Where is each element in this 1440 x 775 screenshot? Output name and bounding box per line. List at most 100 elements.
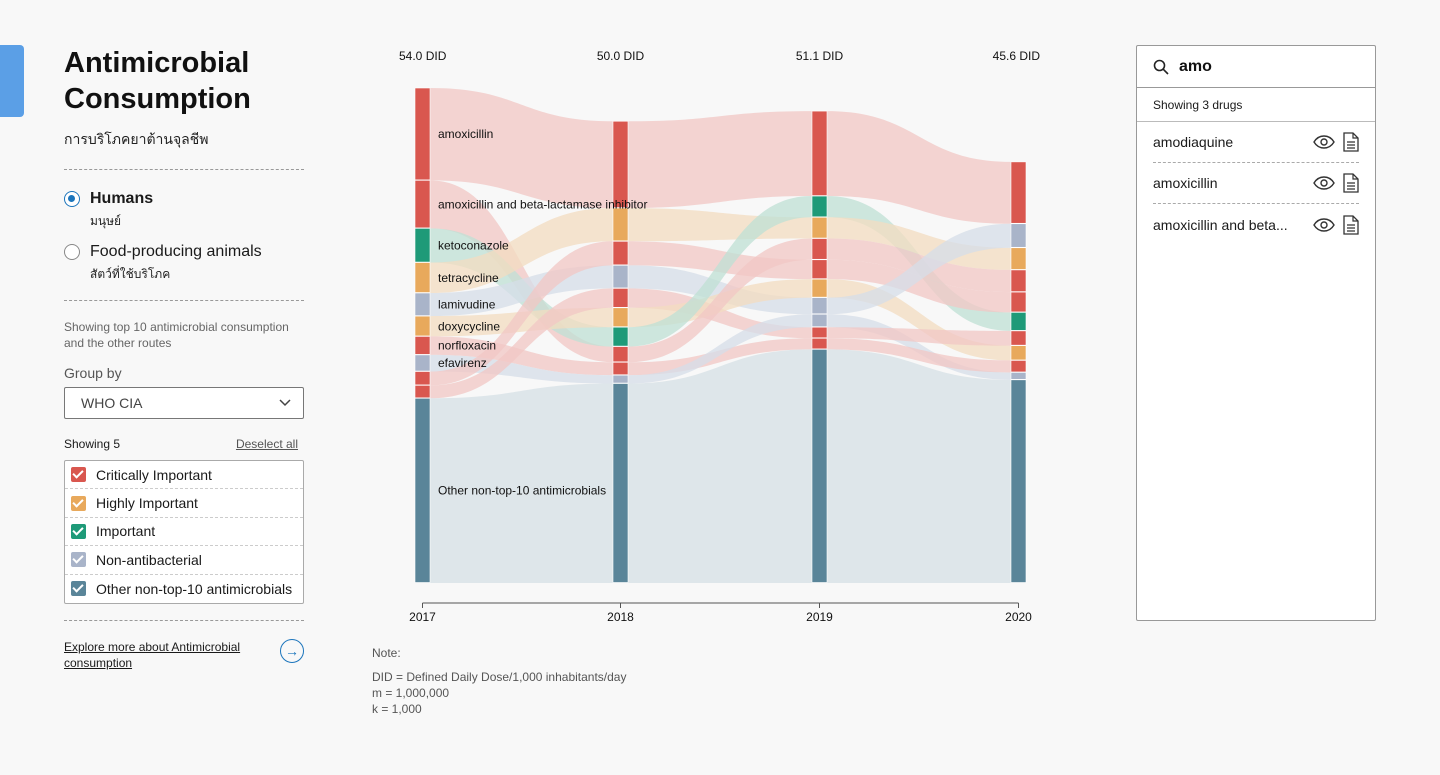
sankey-link[interactable] xyxy=(827,327,1011,346)
chevron-down-icon xyxy=(279,399,291,407)
sankey-node[interactable] xyxy=(811,195,828,218)
sankey-node[interactable] xyxy=(811,349,828,583)
sankey-node[interactable] xyxy=(612,207,629,242)
document-icon[interactable] xyxy=(1343,173,1359,193)
sankey-link[interactable] xyxy=(628,314,812,384)
explore-link[interactable]: Explore more about Antimicrobial consump… xyxy=(64,639,241,670)
drug-label: amoxicillin xyxy=(438,127,493,141)
page-title: Antimicrobial Consumption xyxy=(64,45,304,117)
list-item[interactable]: amoxicillin and beta... xyxy=(1153,204,1359,245)
list-item[interactable]: amoxicillin xyxy=(1153,163,1359,204)
category-item-important[interactable]: Important xyxy=(65,518,303,547)
sankey-node[interactable] xyxy=(414,336,431,355)
checkbox-checked[interactable] xyxy=(71,552,86,568)
sankey-link[interactable] xyxy=(430,88,613,209)
sankey-link[interactable] xyxy=(430,241,613,386)
sankey-link[interactable] xyxy=(430,383,613,583)
sankey-link[interactable] xyxy=(827,349,1011,583)
checkbox-checked[interactable] xyxy=(71,523,86,539)
sankey-node[interactable] xyxy=(811,216,828,239)
sankey-node[interactable] xyxy=(414,397,431,583)
sankey-node[interactable] xyxy=(612,383,629,583)
sankey-link[interactable] xyxy=(430,288,613,399)
sankey-link[interactable] xyxy=(628,238,812,363)
active-tab-marker[interactable] xyxy=(0,45,24,117)
sankey-node[interactable] xyxy=(612,120,629,208)
sankey-node[interactable] xyxy=(612,346,629,363)
sankey-node[interactable] xyxy=(811,110,828,196)
sankey-node[interactable] xyxy=(1010,330,1027,346)
checkbox-checked[interactable] xyxy=(71,467,86,483)
sankey-node[interactable] xyxy=(612,374,629,384)
checkbox-checked[interactable] xyxy=(71,581,86,597)
sankey-link[interactable] xyxy=(628,111,812,209)
sankey-node[interactable] xyxy=(1010,379,1027,583)
sankey-node[interactable] xyxy=(1010,291,1027,313)
sankey-node[interactable] xyxy=(414,180,431,229)
sankey-node[interactable] xyxy=(811,326,828,339)
sankey-node[interactable] xyxy=(811,313,828,327)
category-item-other[interactable]: Other non-top-10 antimicrobials xyxy=(65,575,303,603)
sankey-link[interactable] xyxy=(827,338,1011,373)
list-item[interactable]: amodiaquine xyxy=(1153,122,1359,163)
sankey-link[interactable] xyxy=(430,336,613,376)
top-note: Showing top 10 antimicrobial consumption… xyxy=(64,320,289,350)
sankey-node[interactable] xyxy=(612,326,629,347)
explore-section: Explore more about Antimicrobial consump… xyxy=(64,638,304,671)
sankey-link[interactable] xyxy=(827,217,1011,270)
eye-icon[interactable] xyxy=(1313,217,1335,232)
sankey-node[interactable] xyxy=(612,307,629,327)
sankey-node[interactable] xyxy=(612,361,629,376)
radio-button-checked[interactable] xyxy=(64,191,80,207)
sankey-node[interactable] xyxy=(414,87,431,181)
sankey-node[interactable] xyxy=(811,297,828,315)
sankey-node[interactable] xyxy=(1010,269,1027,292)
sankey-link[interactable] xyxy=(827,259,1011,313)
sankey-node[interactable] xyxy=(811,337,828,350)
sankey-node[interactable] xyxy=(414,385,431,399)
sankey-node[interactable] xyxy=(811,259,828,279)
group-by-select[interactable]: WHO CIA xyxy=(64,387,304,419)
sankey-node[interactable] xyxy=(811,278,828,298)
sankey-node[interactable] xyxy=(1010,223,1027,248)
sankey-link[interactable] xyxy=(628,196,812,347)
deselect-all-link[interactable]: Deselect all xyxy=(235,437,298,451)
sankey-node[interactable] xyxy=(414,315,431,337)
sankey-node[interactable] xyxy=(811,238,828,260)
radio-food-animals[interactable]: Food-producing animals xyxy=(64,241,304,263)
radio-button-unchecked[interactable] xyxy=(64,244,80,260)
sankey-link[interactable] xyxy=(628,265,812,315)
sankey-node[interactable] xyxy=(1010,312,1027,331)
category-item-critically-important[interactable]: Critically Important xyxy=(65,461,303,490)
category-item-non-antibacterial[interactable]: Non-antibacterial xyxy=(65,546,303,575)
sankey-link[interactable] xyxy=(628,349,812,583)
arrow-right-icon[interactable]: → xyxy=(280,638,304,663)
sankey-node[interactable] xyxy=(414,228,431,263)
sankey-node[interactable] xyxy=(414,371,431,386)
sankey-node[interactable] xyxy=(612,288,629,308)
search-input[interactable]: amo xyxy=(1137,46,1375,88)
sankey-link[interactable] xyxy=(430,208,613,294)
document-icon[interactable] xyxy=(1343,132,1359,152)
category-item-highly-important[interactable]: Highly Important xyxy=(65,489,303,518)
eye-icon[interactable] xyxy=(1313,135,1335,149)
sankey-node[interactable] xyxy=(612,241,629,266)
document-icon[interactable] xyxy=(1343,214,1359,235)
sankey-link[interactable] xyxy=(628,338,812,376)
search-value[interactable]: amo xyxy=(1179,57,1212,75)
sankey-node[interactable] xyxy=(1010,161,1027,224)
sankey-link[interactable] xyxy=(827,111,1011,224)
sankey-node[interactable] xyxy=(414,292,431,316)
sankey-node[interactable] xyxy=(1010,345,1027,361)
sankey-node[interactable] xyxy=(1010,247,1027,270)
sankey-node[interactable] xyxy=(414,262,431,293)
sankey-node[interactable] xyxy=(612,265,629,289)
checkbox-checked[interactable] xyxy=(71,495,86,511)
sankey-node[interactable] xyxy=(1010,360,1027,373)
sankey-link[interactable] xyxy=(827,223,1011,315)
sankey-node[interactable] xyxy=(1010,372,1027,380)
eye-icon[interactable] xyxy=(1313,176,1335,190)
sankey-node[interactable] xyxy=(414,354,431,372)
sankey-link[interactable] xyxy=(430,180,613,363)
radio-humans[interactable]: Humans xyxy=(64,188,304,210)
